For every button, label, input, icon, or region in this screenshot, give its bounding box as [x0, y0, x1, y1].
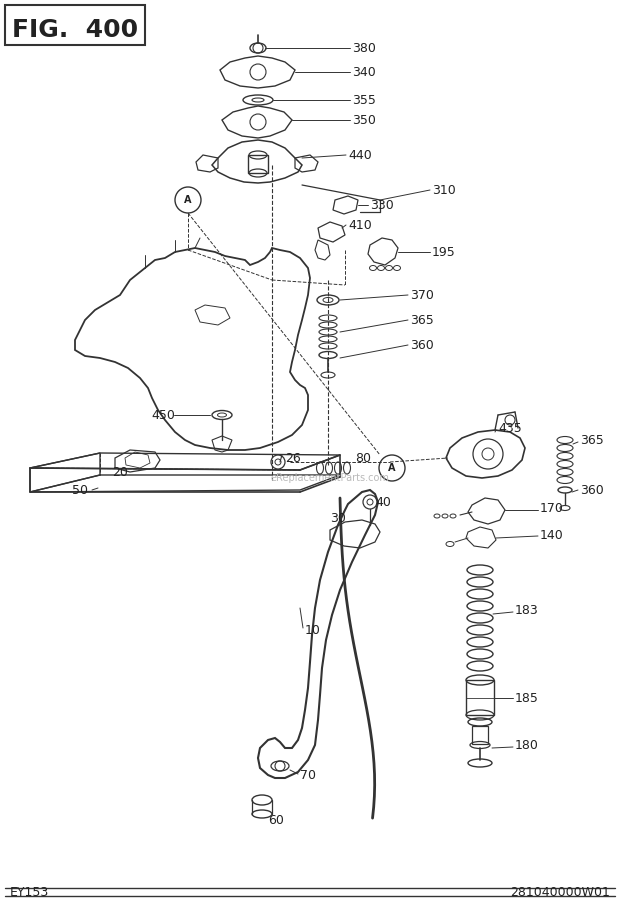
Text: 380: 380: [352, 41, 376, 54]
Bar: [472, 726, 488, 744]
Text: 450: 450: [151, 409, 175, 421]
Text: 30: 30: [330, 511, 346, 524]
Text: 183: 183: [515, 603, 539, 617]
Text: A: A: [184, 195, 192, 205]
Bar: [466, 680, 494, 715]
Text: 70: 70: [300, 768, 316, 781]
Text: 360: 360: [410, 339, 434, 352]
Text: 281040000W01: 281040000W01: [510, 886, 610, 899]
Text: 170: 170: [540, 501, 564, 514]
Text: 20: 20: [112, 465, 128, 478]
Text: 80: 80: [355, 452, 371, 465]
Text: 370: 370: [410, 288, 434, 301]
Text: 50: 50: [72, 484, 88, 497]
Text: 410: 410: [348, 218, 372, 231]
Bar: [5, 5, 145, 45]
Text: FIG.  400: FIG. 400: [12, 18, 138, 42]
Text: 140: 140: [540, 529, 564, 542]
Text: 40: 40: [375, 496, 391, 509]
Text: 26: 26: [285, 452, 301, 465]
Bar: [248, 155, 268, 173]
Text: eReplacementParts.com: eReplacementParts.com: [270, 473, 389, 483]
Text: 340: 340: [352, 65, 376, 79]
Text: A: A: [388, 463, 396, 473]
Text: 195: 195: [432, 245, 456, 259]
Text: 365: 365: [580, 433, 604, 446]
Text: 350: 350: [352, 114, 376, 127]
Text: 185: 185: [515, 691, 539, 704]
Text: EY153: EY153: [10, 886, 49, 899]
Text: 440: 440: [348, 149, 372, 162]
Text: 435: 435: [498, 421, 522, 434]
Text: 360: 360: [580, 484, 604, 497]
Text: 365: 365: [410, 314, 434, 327]
Text: 310: 310: [432, 184, 456, 196]
Text: 180: 180: [515, 738, 539, 752]
Text: 355: 355: [352, 94, 376, 106]
Text: 10: 10: [305, 623, 321, 636]
Text: 60: 60: [268, 813, 284, 826]
Text: 330: 330: [370, 198, 394, 211]
